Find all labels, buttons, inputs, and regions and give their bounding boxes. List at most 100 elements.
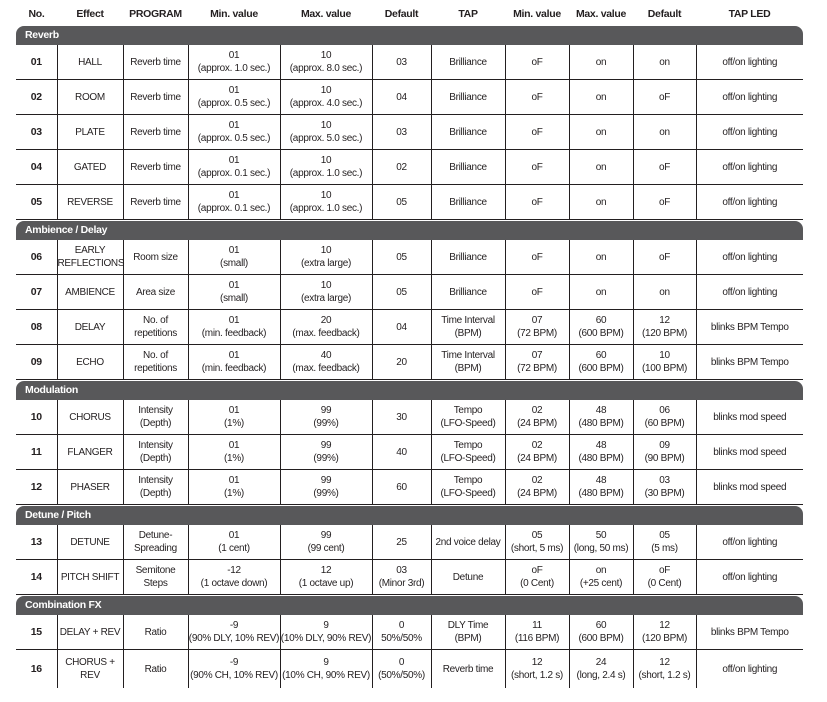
cell-no: 11 [16,434,57,470]
cell-max-value: 9 (10% DLY, 90% REV) [279,615,372,650]
section-header: Ambience / Delay [16,220,803,240]
section-band: Detune / Pitch [16,505,803,525]
cell-tap-min-value: 02 (24 BPM) [504,469,569,505]
cell-program: Area size [122,274,188,310]
cell-tap-max-value: on [568,114,633,150]
cell-tap-led: blinks BPM Tempo [695,344,803,380]
cell-program: Reverb time [122,114,188,150]
cell-min-value: 01 (approx. 0.1 sec.) [187,184,280,220]
table-row: 03 PLATE Reverb time 01 (approx. 0.5 sec.) 1… [16,114,803,150]
cell-max-value: 40 (max. feedback) [279,344,372,380]
header-no: No. [28,8,45,20]
cell-tap-default: oF [632,149,696,185]
table-row: 13 DETUNE Detune- Spreading 01 (1 cent) 99 (… [16,525,803,560]
cell-program: Reverb time [122,184,188,220]
cell-default: 03 [371,45,431,80]
cell-tap-led: off/on lighting [695,79,803,115]
cell-tap-max-value: on [568,79,633,115]
cell-tap-led: off/on lighting [695,525,803,560]
cell-tap: Tempo (LFO-Speed) [430,434,505,470]
cell-min-value: -9 (90% CH, 10% REV) [187,649,280,688]
section-band: Combination FX [16,595,803,615]
cell-tap-min-value: oF [504,79,569,115]
cell-tap-default: 05 (5 ms) [632,525,696,560]
cell-program: Ratio [122,649,188,688]
cell-tap: Brilliance [430,149,505,185]
cell-default: 05 [371,240,431,275]
header-tap-led: TAP LED [728,8,771,20]
cell-tap-min-value: oF [504,184,569,220]
cell-tap-min-value: 02 (24 BPM) [504,434,569,470]
cell-min-value: -12 (1 octave down) [187,559,280,595]
table-row: 11 FLANGER Intensity (Depth) 01 (1%) 99 (99%… [16,434,803,470]
header-tap-min-value: Min. value [513,8,561,20]
cell-tap-led: off/on lighting [695,184,803,220]
header-tap-max-value: Max. value [575,8,627,20]
cell-tap-led: off/on lighting [695,240,803,275]
cell-tap: Reverb time [430,649,505,688]
cell-tap-default: on [632,45,696,80]
cell-tap-led: off/on lighting [695,149,803,185]
table-row: 08 DELAY No. of repetitions 01 (min. feedba… [16,309,803,345]
cell-min-value: -9 (90% DLY, 10% REV) [187,615,280,650]
cell-tap-max-value: 48 (480 BPM) [568,469,633,505]
cell-default: 03 (Minor 3rd) [371,559,431,595]
cell-tap-max-value: 60 (600 BPM) [568,344,633,380]
cell-tap-max-value: on [568,184,633,220]
cell-max-value: 10 (approx. 5.0 sec.) [279,114,372,150]
cell-tap: Detune [430,559,505,595]
cell-max-value: 9 (10% CH, 90% REV) [279,649,372,688]
cell-tap-led: off/on lighting [695,274,803,310]
cell-tap-default: 06 (60 BPM) [632,400,696,435]
section-title: Ambience / Delay [16,221,803,240]
section-header: Combination FX [16,595,803,615]
cell-max-value: 10 (approx. 4.0 sec.) [279,79,372,115]
cell-min-value: 01 (min. feedback) [187,344,280,380]
cell-tap-led: blinks mod speed [695,400,803,435]
cell-effect: HALL [56,45,123,80]
cell-no: 06 [16,240,57,275]
cell-tap: Brilliance [430,240,505,275]
cell-no: 02 [16,79,57,115]
cell-no: 12 [16,469,57,505]
cell-max-value: 10 (approx. 1.0 sec.) [279,184,372,220]
cell-tap: Brilliance [430,45,505,80]
table-row: 02 ROOM Reverb time 01 (approx. 0.5 sec.) 10… [16,79,803,115]
cell-no: 15 [16,615,57,650]
cell-tap-default: 10 (100 BPM) [632,344,696,380]
cell-max-value: 10 (approx. 8.0 sec.) [279,45,372,80]
cell-no: 16 [30,662,42,675]
header-min-value: Min. value [210,8,258,20]
section-header: Reverb [16,25,803,45]
table-row: 14 PITCH SHIFT Semitone Steps -12 (1 octave… [16,559,803,595]
cell-default: 20 [371,344,431,380]
cell-tap: 2nd voice delay [430,525,505,560]
cell-tap-led: off/on lighting [695,45,803,80]
cell-default: 04 [371,79,431,115]
cell-max-value: 10 (extra large) [279,274,372,310]
cell-min-value: 01 (approx. 0.1 sec.) [187,149,280,185]
cell-program: Reverb time [122,79,188,115]
cell-no: 04 [16,149,57,185]
cell-tap-led: blinks BPM Tempo [695,309,803,345]
cell-effect: ROOM [56,79,123,115]
cell-program: Intensity (Depth) [122,434,188,470]
cell-program: Reverb time [122,45,188,80]
cell-tap-min-value: oF [504,45,569,80]
cell-program: No. of repetitions [122,309,188,345]
cell-no: 10 [16,400,57,435]
cell-effect: REVERSE [56,184,123,220]
cell-default: 02 [371,149,431,185]
effects-table: No. Effect PROGRAM Min. value Max. value Defa… [16,3,803,688]
table-row: 12 PHASER Intensity (Depth) 01 (1%) 99 (99%)… [16,469,803,505]
cell-effect: PLATE [56,114,123,150]
cell-min-value: 01 (min. feedback) [187,309,280,345]
cell-program: Room size [122,240,188,275]
cell-tap-default: oF [632,240,696,275]
cell-program: Intensity (Depth) [122,400,188,435]
cell-no: 01 [16,45,57,80]
cell-tap: Brilliance [430,114,505,150]
cell-default: 25 [371,525,431,560]
cell-tap: Brilliance [430,184,505,220]
section-title: Reverb [16,26,803,45]
